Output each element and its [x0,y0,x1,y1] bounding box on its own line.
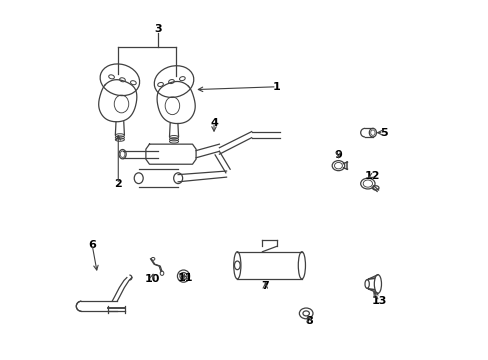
Text: 10: 10 [144,274,160,284]
Text: 9: 9 [334,150,342,160]
Text: 7: 7 [261,281,268,291]
Text: 1: 1 [272,82,280,92]
Text: 3: 3 [154,24,161,35]
Text: 2: 2 [114,179,122,189]
Text: 6: 6 [88,239,96,249]
Text: 8: 8 [305,316,312,325]
Text: 4: 4 [210,118,218,128]
Ellipse shape [234,261,240,270]
Text: 11: 11 [177,273,192,283]
Text: 12: 12 [364,171,379,181]
Text: 5: 5 [379,128,386,138]
Text: 13: 13 [371,296,386,306]
